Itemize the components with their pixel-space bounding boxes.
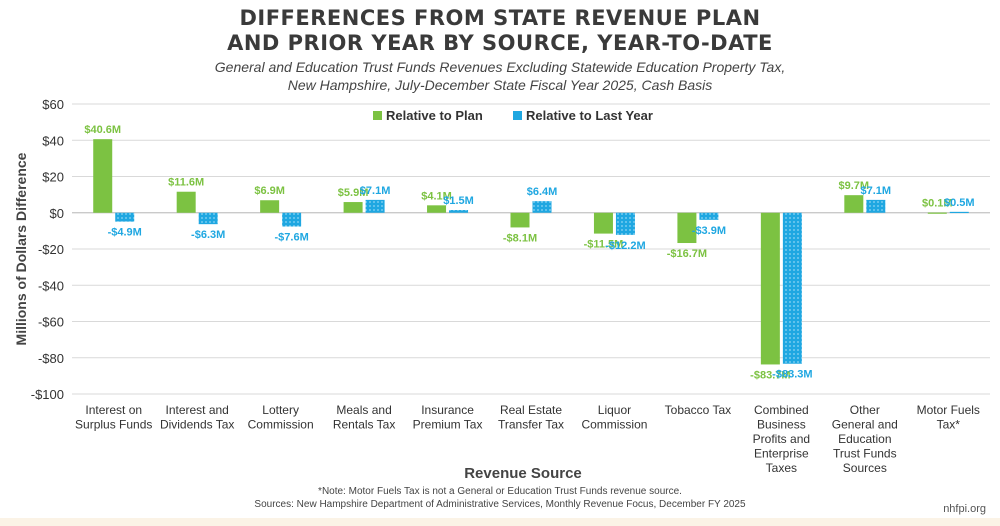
data-label-last-year: $1.5M [443, 195, 474, 207]
x-tick-label: Other [850, 403, 880, 417]
data-label-last-year: -$4.9M [108, 227, 142, 239]
bar-relative-to-last-year [782, 212, 802, 364]
x-tick-label: Interest and [165, 403, 228, 417]
chart-title-line2: AND PRIOR YEAR BY SOURCE, YEAR-TO-DATE [227, 31, 773, 55]
x-tick-label: General and [832, 418, 898, 432]
legend-swatch [373, 111, 382, 120]
x-tick-label: Interest on [85, 403, 142, 417]
x-tick-label: Trust Funds [833, 447, 897, 461]
bar-relative-to-last-year [365, 199, 385, 213]
bar-relative-to-last-year [532, 201, 552, 213]
x-tick-label: Commission [581, 418, 647, 432]
x-tick-label: Surplus Funds [75, 418, 152, 432]
bar-relative-to-plan [593, 212, 613, 234]
y-tick-label: $20 [42, 170, 64, 185]
y-tick-label: -$20 [38, 242, 64, 257]
x-tick-label: Tax* [937, 418, 961, 432]
site-credit: nhfpi.org [943, 503, 986, 515]
x-tick-label: Premium Tax [413, 418, 483, 432]
x-tick-label: Taxes [766, 461, 797, 475]
x-tick-label: Sources [843, 461, 887, 475]
data-label-last-year: -$12.2M [605, 240, 645, 252]
x-tick-label: Real Estate [500, 403, 562, 417]
data-label-last-year: -$6.3M [191, 229, 225, 241]
chart-subtitle-line1: General and Education Trust Funds Revenu… [214, 59, 786, 75]
bar-relative-to-plan [93, 139, 113, 213]
y-axis-title: Millions of Dollars Difference [13, 152, 29, 345]
data-label-last-year: -$3.9M [692, 225, 726, 237]
data-label-last-year: -$83.3M [772, 369, 812, 381]
y-tick-label: $0 [50, 206, 64, 221]
x-tick-label: Dividends Tax [160, 418, 234, 432]
x-tick-label: Commission [248, 418, 314, 432]
data-label-last-year: $6.4M [527, 186, 558, 198]
data-label-plan: -$16.7M [667, 248, 707, 260]
data-label-last-year: $0.5M [944, 197, 975, 209]
data-label-plan: $6.9M [254, 185, 285, 197]
x-tick-label: Insurance [421, 403, 474, 417]
legend-swatch [513, 111, 522, 120]
data-label-plan: $0.1M [922, 198, 953, 210]
x-tick-label: Tobacco Tax [665, 403, 732, 417]
bar-relative-to-plan [677, 212, 697, 244]
y-tick-label: -$80 [38, 351, 64, 366]
x-axis-title: Revenue Source [464, 465, 582, 482]
bottom-strip [0, 518, 1000, 526]
data-label-last-year: -$7.6M [275, 232, 309, 244]
y-tick-label: $60 [42, 97, 64, 112]
y-tick-label: -$40 [38, 278, 64, 293]
bar-relative-to-last-year [115, 212, 135, 222]
bar-relative-to-last-year [198, 212, 218, 225]
data-label-plan: $4.1M [421, 190, 452, 202]
y-tick-label: $40 [42, 133, 64, 148]
x-tick-label: Profits and [753, 432, 810, 446]
data-label-plan: $11.6M [168, 177, 204, 189]
bar-relative-to-plan [427, 205, 447, 213]
y-tick-label: -$100 [31, 387, 64, 402]
x-tick-label: Business [757, 418, 806, 432]
bar-relative-to-last-year [949, 211, 969, 214]
data-label-last-year: $7.1M [360, 185, 391, 197]
x-tick-label: Motor Fuels [917, 403, 980, 417]
data-label-last-year: $7.1M [861, 185, 892, 197]
data-label-plan: -$83.7M [750, 369, 790, 381]
x-tick-label: Enterprise [754, 447, 809, 461]
data-label-plan: $9.7M [839, 180, 870, 192]
bar-relative-to-plan [927, 212, 947, 214]
data-label-plan: -$8.1M [503, 232, 537, 244]
chart-title-line1: DIFFERENCES FROM STATE REVENUE PLAN [239, 6, 761, 30]
bar-relative-to-last-year [282, 212, 302, 227]
x-tick-label: Education [838, 432, 891, 446]
x-tick-label: Meals and [336, 403, 391, 417]
bar-relative-to-plan [510, 212, 530, 228]
bar-relative-to-last-year [866, 199, 886, 213]
legend-label: Relative to Last Year [526, 108, 653, 123]
legend-label: Relative to Plan [386, 108, 483, 123]
x-tick-label: Rentals Tax [333, 418, 395, 432]
bar-relative-to-last-year [449, 210, 469, 213]
data-label-plan: $40.6M [84, 124, 121, 136]
bar-relative-to-plan [760, 212, 780, 365]
data-label-plan: -$11.5M [584, 239, 624, 251]
bar-relative-to-plan [343, 202, 363, 213]
bar-relative-to-plan [844, 195, 864, 213]
x-tick-label: Transfer Tax [498, 418, 564, 432]
sources-note: Sources: New Hampshire Department of Adm… [254, 499, 746, 510]
chart-subtitle-line2: New Hampshire, July-December State Fisca… [287, 77, 713, 93]
data-label-plan: $5.9M [338, 187, 369, 199]
bar-relative-to-last-year [699, 212, 719, 220]
x-tick-label: Liquor [598, 403, 631, 417]
footnote: *Note: Motor Fuels Tax is not a General … [318, 486, 682, 497]
x-tick-label: Combined [754, 403, 809, 417]
bar-relative-to-last-year [615, 212, 635, 235]
x-tick-label: Lottery [262, 403, 299, 417]
bar-relative-to-plan [176, 191, 196, 213]
y-tick-label: -$60 [38, 315, 64, 330]
bar-relative-to-plan [260, 200, 280, 213]
